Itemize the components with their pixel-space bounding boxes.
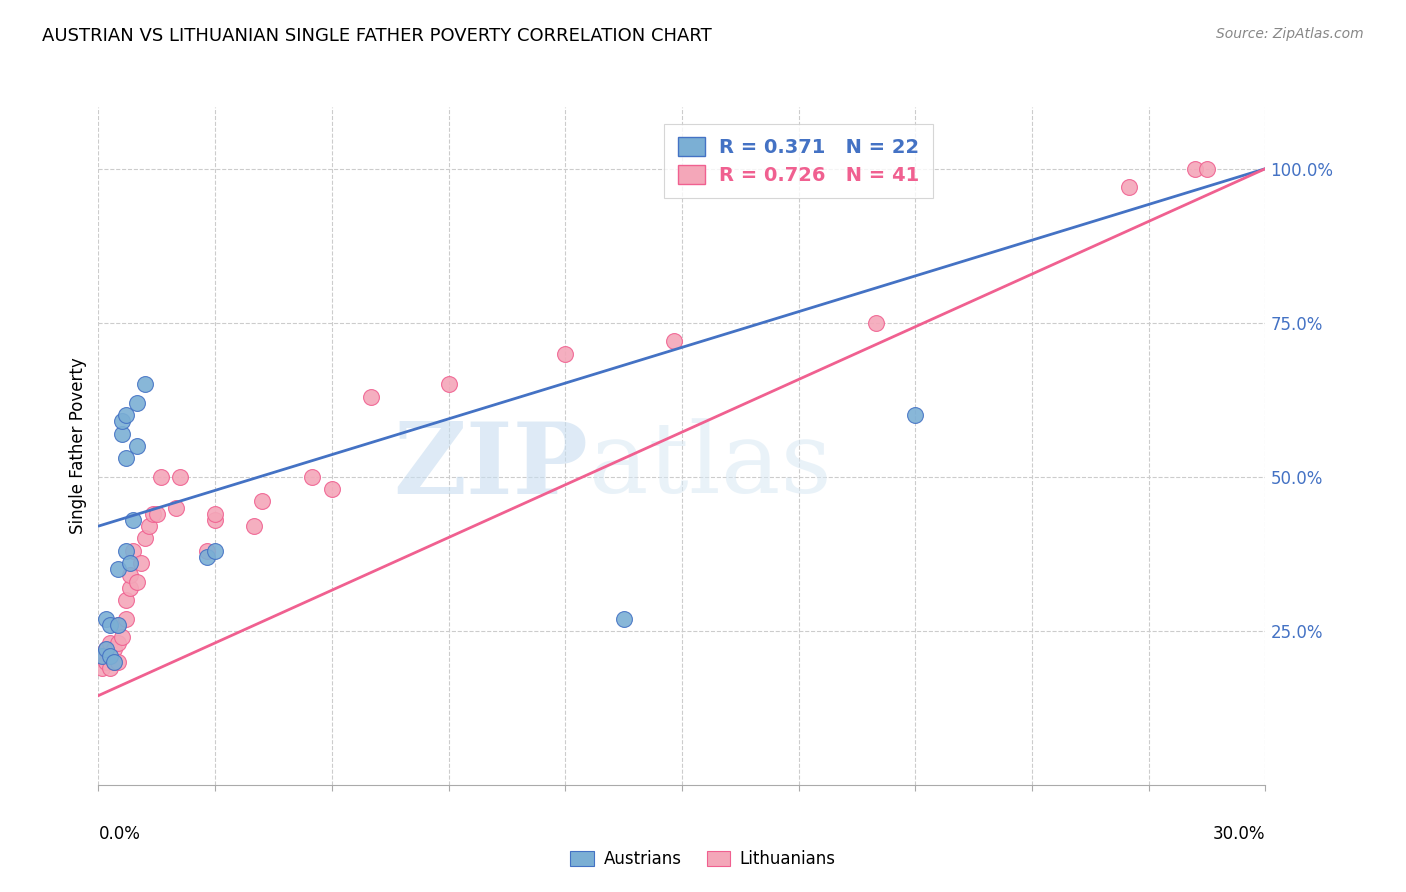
Point	[127, 439, 149, 453]
Point	[165, 500, 187, 515]
Point	[103, 655, 125, 669]
Point	[146, 507, 169, 521]
Point	[127, 396, 149, 410]
Point	[204, 513, 226, 527]
Text: 0.0%: 0.0%	[98, 825, 141, 843]
Point	[98, 636, 121, 650]
Point	[111, 630, 134, 644]
Point	[98, 617, 121, 632]
Point	[250, 494, 273, 508]
Point	[138, 519, 160, 533]
Text: atlas: atlas	[589, 418, 831, 514]
Text: Source: ZipAtlas.com: Source: ZipAtlas.com	[1216, 27, 1364, 41]
Text: 30.0%: 30.0%	[1213, 825, 1265, 843]
Point	[96, 611, 118, 625]
Point	[91, 661, 114, 675]
Point	[122, 513, 145, 527]
Point	[107, 617, 129, 632]
Point	[149, 470, 172, 484]
Point	[98, 648, 121, 663]
Point	[437, 377, 460, 392]
Point	[134, 377, 156, 392]
Legend: Austrians, Lithuanians: Austrians, Lithuanians	[564, 844, 842, 875]
Point	[204, 543, 226, 558]
Point	[122, 543, 145, 558]
Point	[142, 507, 165, 521]
Point	[1195, 161, 1218, 176]
Point	[114, 611, 136, 625]
Point	[865, 316, 887, 330]
Point	[96, 642, 118, 657]
Point	[118, 581, 141, 595]
Point	[360, 390, 382, 404]
Point	[98, 661, 121, 675]
Point	[96, 642, 118, 657]
Point	[1184, 161, 1206, 176]
Point	[114, 451, 136, 466]
Point	[554, 346, 576, 360]
Point	[107, 617, 129, 632]
Point	[118, 556, 141, 570]
Point	[301, 470, 323, 484]
Point	[1118, 180, 1140, 194]
Point	[103, 642, 125, 657]
Point	[107, 562, 129, 576]
Point	[321, 482, 343, 496]
Point	[103, 655, 125, 669]
Point	[662, 334, 685, 349]
Y-axis label: Single Father Poverty: Single Father Poverty	[69, 358, 87, 534]
Point	[91, 648, 114, 663]
Point	[904, 408, 927, 422]
Legend: R = 0.371   N = 22, R = 0.726   N = 41: R = 0.371 N = 22, R = 0.726 N = 41	[665, 123, 932, 198]
Point	[91, 648, 114, 663]
Point	[195, 549, 218, 564]
Point	[111, 414, 134, 428]
Point	[111, 426, 134, 441]
Point	[96, 655, 118, 669]
Point	[169, 470, 191, 484]
Point	[195, 543, 218, 558]
Point	[114, 593, 136, 607]
Point	[613, 611, 636, 625]
Point	[118, 568, 141, 582]
Text: ZIP: ZIP	[394, 417, 589, 515]
Point	[114, 543, 136, 558]
Point	[134, 532, 156, 546]
Point	[243, 519, 266, 533]
Point	[204, 507, 226, 521]
Point	[114, 408, 136, 422]
Point	[127, 574, 149, 589]
Point	[107, 636, 129, 650]
Point	[107, 655, 129, 669]
Text: AUSTRIAN VS LITHUANIAN SINGLE FATHER POVERTY CORRELATION CHART: AUSTRIAN VS LITHUANIAN SINGLE FATHER POV…	[42, 27, 711, 45]
Point	[129, 556, 152, 570]
